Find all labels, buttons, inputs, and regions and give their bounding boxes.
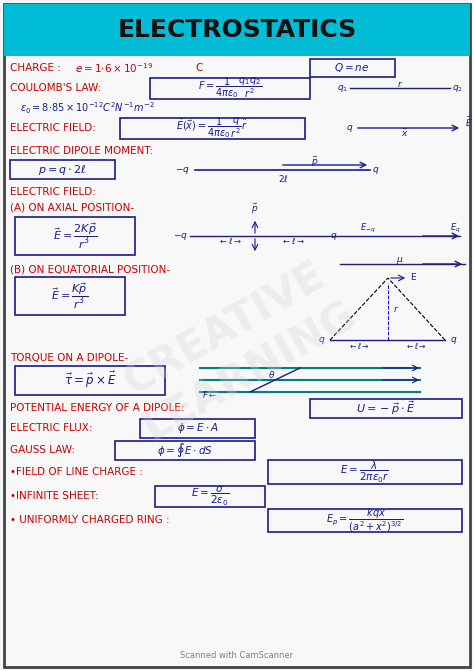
Text: $\theta$: $\theta$ [268, 370, 276, 380]
Text: $e = 1{\cdot}6 \times 10^{-19}$: $e = 1{\cdot}6 \times 10^{-19}$ [75, 61, 154, 75]
Text: GAUSS LAW:: GAUSS LAW: [10, 445, 75, 455]
Text: $q_2$: $q_2$ [452, 83, 463, 93]
Bar [268, 460, 462, 484]
Text: $E_q$: $E_q$ [450, 221, 461, 235]
Text: E: E [410, 274, 416, 282]
Bar [310, 399, 462, 418]
Bar [15, 277, 125, 315]
Bar [4, 4, 470, 56]
Text: C: C [195, 63, 202, 73]
Text: $\vec{E} = \dfrac{K\vec{p}}{r^3}$: $\vec{E} = \dfrac{K\vec{p}}{r^3}$ [52, 282, 89, 311]
Bar [268, 509, 462, 532]
Bar [310, 59, 395, 77]
Text: $r$: $r$ [393, 304, 399, 314]
Text: $\vec{E}$: $\vec{E}$ [465, 115, 473, 129]
Text: ELECTRIC DIPOLE MOMENT:: ELECTRIC DIPOLE MOMENT: [10, 146, 153, 156]
Text: $q$: $q$ [330, 231, 337, 242]
Text: ELECTRIC FIELD:: ELECTRIC FIELD: [10, 187, 96, 197]
Text: $F\leftarrow$: $F\leftarrow$ [202, 389, 217, 401]
Text: $\vec{\tau} = \vec{p} \times \vec{E}$: $\vec{\tau} = \vec{p} \times \vec{E}$ [64, 370, 117, 390]
Text: ELECTRIC FIELD:: ELECTRIC FIELD: [10, 123, 96, 133]
Text: Scanned with CamScanner: Scanned with CamScanner [181, 650, 293, 660]
Text: $F = \dfrac{1}{4\pi\varepsilon_0}\dfrac{q_1 q_2}{r^2}$: $F = \dfrac{1}{4\pi\varepsilon_0}\dfrac{… [198, 76, 262, 101]
Bar [115, 441, 255, 460]
Text: CHARGE :: CHARGE : [10, 63, 67, 73]
Text: $\leftarrow\ell\rightarrow$: $\leftarrow\ell\rightarrow$ [218, 236, 242, 246]
Text: $-q$: $-q$ [173, 231, 188, 242]
Text: $\vec{E} = \dfrac{2K\vec{p}}{r^3}$: $\vec{E} = \dfrac{2K\vec{p}}{r^3}$ [53, 221, 97, 250]
Text: $\vec{x}$: $\vec{x}$ [401, 127, 409, 139]
Text: •FIELD OF LINE CHARGE :: •FIELD OF LINE CHARGE : [10, 467, 143, 477]
Text: ELECTRIC FLUX:: ELECTRIC FLUX: [10, 423, 92, 433]
Text: $\phi = \oint E \cdot dS$: $\phi = \oint E \cdot dS$ [157, 441, 213, 459]
Text: $\vec{p}$: $\vec{p}$ [251, 202, 259, 216]
Text: $\varepsilon_0 = 8{\cdot}85 \times 10^{-12}C^2N^{-1}m^{-2}$: $\varepsilon_0 = 8{\cdot}85 \times 10^{-… [20, 100, 155, 116]
Text: $\mu$: $\mu$ [396, 254, 404, 266]
Bar [155, 486, 265, 507]
Bar [15, 217, 135, 255]
Text: •INFINITE SHEET:: •INFINITE SHEET: [10, 491, 99, 501]
Text: TORQUE ON A DIPOLE-: TORQUE ON A DIPOLE- [10, 353, 128, 363]
Text: (A) ON AXIAL POSITION-: (A) ON AXIAL POSITION- [10, 202, 134, 212]
Text: $E_p = \dfrac{kqx}{(a^2+x^2)^{3/2}}$: $E_p = \dfrac{kqx}{(a^2+x^2)^{3/2}}$ [326, 506, 404, 534]
Bar [140, 419, 255, 438]
Bar [150, 78, 310, 99]
Text: ELECTROSTATICS: ELECTROSTATICS [118, 18, 356, 42]
Bar [15, 366, 165, 395]
Text: $q_1$: $q_1$ [337, 83, 348, 93]
Text: COULOMB'S LAW:: COULOMB'S LAW: [10, 83, 101, 93]
Text: $q$: $q$ [318, 335, 325, 346]
Text: $q$: $q$ [450, 335, 457, 346]
Text: $\vec{p}$: $\vec{p}$ [311, 155, 319, 169]
Text: $\leftarrow\ell\rightarrow$: $\leftarrow\ell\rightarrow$ [405, 341, 427, 351]
Text: $2\ell$: $2\ell$ [278, 172, 289, 183]
Text: $U = -\vec{p}\cdot\vec{E}$: $U = -\vec{p}\cdot\vec{E}$ [356, 399, 416, 417]
Text: $\vec{E}(\vec{x}) = \dfrac{1}{4\pi\varepsilon_0}\dfrac{q}{r^2}\hat{r}$: $\vec{E}(\vec{x}) = \dfrac{1}{4\pi\varep… [176, 115, 248, 140]
Text: $E = \dfrac{\lambda}{2\pi\varepsilon_0 r}$: $E = \dfrac{\lambda}{2\pi\varepsilon_0 r… [340, 460, 390, 484]
Text: • UNIFORMLY CHARGED RING :: • UNIFORMLY CHARGED RING : [10, 515, 170, 525]
Text: $\leftarrow\ell\rightarrow$: $\leftarrow\ell\rightarrow$ [348, 341, 370, 351]
Text: (B) ON EQUATORIAL POSITION-: (B) ON EQUATORIAL POSITION- [10, 265, 170, 275]
Text: POTENTIAL ENERGY OF A DIPOLE:: POTENTIAL ENERGY OF A DIPOLE: [10, 403, 184, 413]
Text: $E_{-q}$: $E_{-q}$ [360, 221, 376, 235]
Text: $\phi = E \cdot A$: $\phi = E \cdot A$ [177, 421, 219, 435]
Text: $q$: $q$ [372, 164, 379, 176]
Text: $r$: $r$ [397, 79, 403, 89]
Text: $-q$: $-q$ [175, 164, 190, 176]
Text: CREATIVE
LEARNING: CREATIVE LEARNING [111, 251, 363, 449]
Bar [120, 118, 305, 139]
Text: $\leftarrow\ell\rightarrow$: $\leftarrow\ell\rightarrow$ [281, 236, 305, 246]
Text: $Q = ne$: $Q = ne$ [334, 62, 370, 74]
Bar [10, 160, 115, 179]
Text: $p = q \cdot 2\ell$: $p = q \cdot 2\ell$ [37, 163, 86, 177]
Text: $q$: $q$ [346, 123, 353, 134]
Text: $E = \dfrac{\sigma}{2\varepsilon_0}$: $E = \dfrac{\sigma}{2\varepsilon_0}$ [191, 484, 229, 507]
